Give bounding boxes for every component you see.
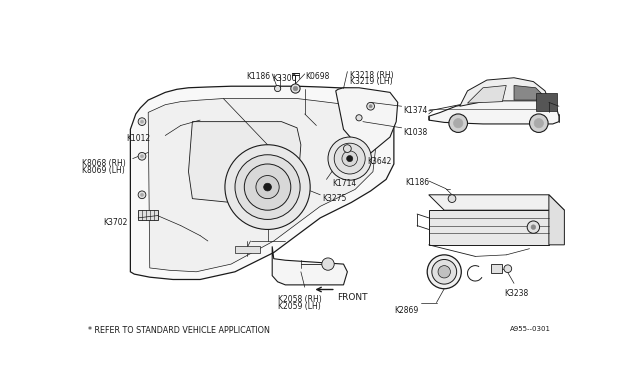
Text: A955--0301: A955--0301 bbox=[510, 326, 551, 332]
Polygon shape bbox=[514, 86, 545, 100]
Circle shape bbox=[256, 176, 279, 199]
Circle shape bbox=[356, 115, 362, 121]
Polygon shape bbox=[460, 78, 549, 106]
Polygon shape bbox=[189, 122, 301, 206]
Circle shape bbox=[138, 191, 146, 199]
Circle shape bbox=[293, 86, 298, 91]
Text: FRONT: FRONT bbox=[337, 294, 368, 302]
Circle shape bbox=[534, 119, 543, 128]
Text: K3702: K3702 bbox=[103, 218, 127, 227]
Text: K3275: K3275 bbox=[322, 194, 346, 203]
Circle shape bbox=[529, 114, 548, 132]
Circle shape bbox=[244, 164, 291, 210]
Circle shape bbox=[235, 155, 300, 219]
Circle shape bbox=[448, 195, 456, 202]
Circle shape bbox=[531, 225, 536, 230]
Text: K1186: K1186 bbox=[246, 73, 271, 81]
Polygon shape bbox=[336, 88, 397, 156]
Polygon shape bbox=[491, 264, 502, 273]
Circle shape bbox=[334, 143, 365, 174]
Circle shape bbox=[225, 145, 310, 230]
Text: * REFER TO STANDARD VEHICLE APPLICATION: * REFER TO STANDARD VEHICLE APPLICATION bbox=[88, 326, 269, 335]
Text: K2869: K2869 bbox=[394, 307, 418, 315]
Circle shape bbox=[328, 137, 371, 180]
Polygon shape bbox=[549, 195, 564, 245]
Circle shape bbox=[138, 118, 146, 125]
Text: K3219 (LH): K3219 (LH) bbox=[349, 77, 392, 86]
Circle shape bbox=[140, 193, 143, 196]
Circle shape bbox=[527, 221, 540, 233]
Text: K8068 (RH): K8068 (RH) bbox=[83, 158, 126, 168]
Text: K8069 (LH): K8069 (LH) bbox=[83, 166, 125, 175]
Circle shape bbox=[291, 84, 300, 93]
Text: K1012: K1012 bbox=[127, 134, 150, 143]
Circle shape bbox=[438, 266, 451, 278]
Circle shape bbox=[138, 153, 146, 160]
Circle shape bbox=[347, 155, 353, 162]
Circle shape bbox=[504, 265, 511, 273]
Circle shape bbox=[275, 86, 281, 92]
Polygon shape bbox=[131, 86, 394, 279]
Polygon shape bbox=[235, 246, 260, 253]
Polygon shape bbox=[272, 246, 348, 285]
Circle shape bbox=[449, 114, 467, 132]
Text: K2058 (RH): K2058 (RH) bbox=[278, 295, 321, 304]
Text: K1186: K1186 bbox=[406, 178, 429, 187]
Polygon shape bbox=[467, 86, 506, 103]
Text: K1714: K1714 bbox=[332, 179, 356, 188]
Polygon shape bbox=[429, 210, 549, 245]
Text: K0698: K0698 bbox=[305, 71, 330, 81]
Circle shape bbox=[428, 255, 461, 289]
Text: K1374: K1374 bbox=[403, 106, 428, 115]
Circle shape bbox=[369, 105, 372, 108]
Polygon shape bbox=[429, 195, 564, 210]
Circle shape bbox=[322, 258, 334, 270]
Polygon shape bbox=[138, 210, 157, 220]
Text: K2059 (LH): K2059 (LH) bbox=[278, 302, 321, 311]
Text: K3642: K3642 bbox=[367, 157, 391, 166]
Text: K3300: K3300 bbox=[272, 74, 297, 83]
Circle shape bbox=[140, 155, 143, 158]
Circle shape bbox=[140, 120, 143, 123]
Circle shape bbox=[264, 183, 271, 191]
Circle shape bbox=[344, 145, 351, 153]
Circle shape bbox=[432, 260, 457, 284]
Circle shape bbox=[454, 119, 463, 128]
Text: K3238: K3238 bbox=[505, 289, 529, 298]
Polygon shape bbox=[148, 99, 376, 272]
Polygon shape bbox=[536, 93, 557, 111]
Text: K3218 (RH): K3218 (RH) bbox=[349, 71, 394, 80]
Circle shape bbox=[342, 151, 358, 166]
Text: K1038: K1038 bbox=[403, 128, 428, 137]
Circle shape bbox=[367, 102, 374, 110]
Polygon shape bbox=[429, 97, 559, 124]
